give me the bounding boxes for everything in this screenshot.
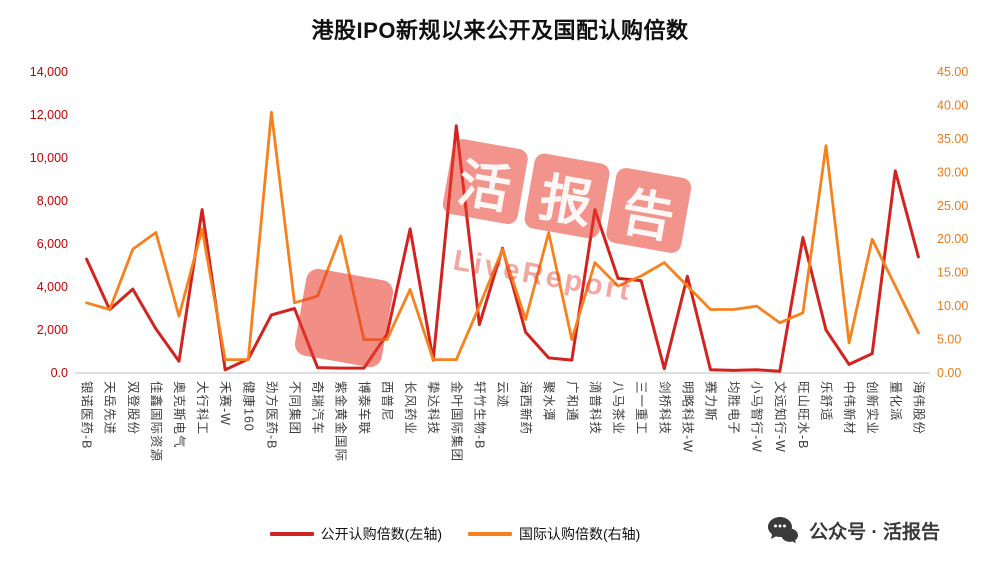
x-axis-category-label: 挚达科技 — [426, 381, 440, 435]
left-axis-tick-label: 8,000 — [37, 194, 68, 208]
legend-label: 国际认购倍数(右轴) — [519, 526, 641, 542]
legend-item: 公开认购倍数(左轴) — [269, 524, 442, 544]
series-line-international — [85, 110, 920, 362]
x-axis-category-label: 奇瑞汽车 — [311, 381, 326, 435]
left-axis-tick-label: 2,000 — [37, 323, 68, 337]
x-axis-category-label: 博泰车联 — [357, 381, 372, 435]
left-axis-tick-label: 4,000 — [37, 280, 68, 294]
right-axis-tick-label: 25.00 — [937, 199, 968, 213]
right-axis-tick-label: 40.00 — [937, 98, 968, 112]
legend-item: 国际认购倍数(右轴) — [468, 524, 640, 544]
x-axis-category-label: 双登股份 — [126, 381, 141, 435]
x-axis-category-label: 创新实业 — [865, 381, 880, 435]
x-axis-category-label: 明略科技-W — [680, 381, 695, 453]
x-axis-category-label: 海伟股份 — [911, 381, 926, 435]
x-axis-category-label: 长风药业 — [403, 381, 417, 435]
left-axis-tick-label: 12,000 — [30, 108, 68, 122]
x-axis-category-label: 海西新药 — [519, 381, 534, 435]
x-axis-category-label: 文远知行-W — [773, 381, 788, 453]
chart-title: 港股IPO新规以来公开及国配认购倍数 — [311, 18, 689, 43]
chart-legend: 公开认购倍数(左轴) 国际认购倍数(右轴) — [0, 524, 955, 544]
x-axis-category-label: 八马茶业 — [611, 381, 626, 435]
x-axis-category-label: 劲方医药-B — [264, 381, 279, 450]
right-axis-tick-label: 5.00 — [937, 333, 961, 347]
x-axis-category-label: 轩竹生物-B — [472, 381, 486, 450]
x-axis-category-label: 佳鑫国际资源 — [149, 381, 164, 462]
x-axis-category-label: 禾赛-W — [218, 381, 233, 426]
x-axis-category-label: 大行科工 — [195, 381, 209, 435]
x-axis-category-label: 中伟新材 — [842, 381, 857, 435]
legend-line-swatch — [269, 532, 314, 536]
x-axis-category-label: 剑桥科技 — [657, 381, 672, 435]
footer: 公众号 · 活报告 — [766, 515, 940, 545]
x-axis-category-label: 奥克斯电气 — [172, 381, 187, 449]
right-axis-tick-label: 30.00 — [937, 165, 968, 179]
x-axis-category-label: 云迹 — [496, 381, 510, 408]
footer-text: 公众号 · 活报告 — [809, 521, 940, 543]
right-axis-tick-label: 20.00 — [937, 232, 968, 246]
right-axis-tick-label: 45.00 — [937, 65, 968, 79]
x-axis-category-label: 广和通 — [565, 381, 579, 422]
left-axis-tick-label: 0.0 — [51, 366, 68, 380]
right-axis-tick-label: 15.00 — [937, 266, 968, 280]
x-axis-category-label: 西普尼 — [380, 381, 394, 422]
x-axis-category-label: 健康160 — [241, 381, 256, 432]
x-axis-category-label: 小马智行-W — [750, 381, 765, 453]
x-axis-category-label: 紫金黄金国际 — [334, 381, 349, 462]
x-axis-category-label: 滴普科技 — [588, 381, 603, 435]
legend-label: 公开认购倍数(左轴) — [320, 526, 442, 542]
left-axis-tick-label: 6,000 — [37, 237, 68, 251]
x-axis-category-label: 不同集团 — [288, 381, 303, 435]
x-axis-category-label: 银诺医药-B — [80, 381, 94, 450]
right-axis-tick-label: 10.00 — [937, 299, 968, 313]
legend-line-swatch — [468, 532, 512, 536]
x-axis-category-label: 均胜电子 — [727, 381, 742, 435]
x-axis-category-label: 量化派 — [888, 381, 902, 422]
wechat-icon — [768, 517, 799, 544]
x-axis-category-label: 聚水潭 — [542, 381, 556, 422]
x-axis-category-label: 旺山旺水-B — [796, 381, 810, 450]
left-axis-tick-label: 14,000 — [30, 65, 68, 79]
x-axis-category-label: 金叶国际集团 — [449, 381, 464, 462]
x-axis-category-label: 三一重工 — [634, 381, 649, 435]
right-axis-tick-label: 0.00 — [937, 366, 961, 380]
right-axis-tick-label: 35.00 — [937, 132, 968, 146]
x-axis-category-label: 赛力斯 — [704, 381, 719, 422]
left-axis-tick-label: 10,000 — [30, 151, 68, 165]
chart-svg: 0.0 2,000 4,000 6,000 8,000 10,000 12,000 14,00… — [30, 65, 969, 462]
x-axis-category-label: 乐舒适 — [819, 381, 833, 422]
x-axis-category-label: 天岳先进 — [103, 381, 117, 435]
